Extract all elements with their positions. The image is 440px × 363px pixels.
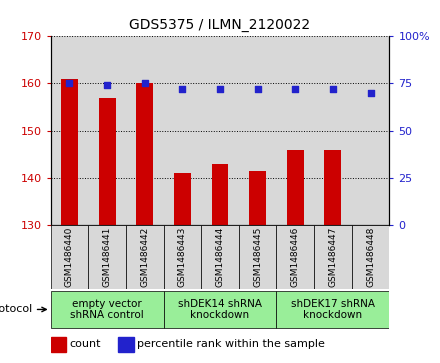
Text: GSM1486444: GSM1486444 <box>216 227 224 287</box>
Bar <box>239 225 276 289</box>
Bar <box>276 291 389 328</box>
Bar <box>249 171 266 225</box>
Bar <box>61 79 78 225</box>
Bar <box>126 225 164 289</box>
Bar <box>174 173 191 225</box>
Bar <box>126 36 164 225</box>
Bar <box>201 36 239 225</box>
Bar <box>51 225 88 289</box>
Bar <box>51 291 164 328</box>
Text: GSM1486445: GSM1486445 <box>253 227 262 287</box>
Bar <box>287 150 304 225</box>
Bar <box>276 225 314 289</box>
Bar <box>51 36 88 225</box>
Text: percentile rank within the sample: percentile rank within the sample <box>137 339 325 349</box>
Point <box>179 86 186 92</box>
Text: GSM1486447: GSM1486447 <box>328 227 337 287</box>
Point <box>367 90 374 96</box>
Bar <box>212 164 228 225</box>
Point <box>254 86 261 92</box>
Bar <box>164 225 201 289</box>
Text: empty vector
shRNA control: empty vector shRNA control <box>70 299 144 320</box>
Bar <box>239 36 276 225</box>
Point <box>292 86 299 92</box>
Point <box>141 81 148 86</box>
Bar <box>88 36 126 225</box>
Text: count: count <box>69 339 101 349</box>
Bar <box>118 337 134 351</box>
Text: GSM1486448: GSM1486448 <box>366 227 375 287</box>
Text: GSM1486446: GSM1486446 <box>291 227 300 287</box>
Point <box>330 86 337 92</box>
Text: shDEK17 shRNA
knockdown: shDEK17 shRNA knockdown <box>291 299 375 320</box>
Bar <box>51 337 66 351</box>
Bar <box>164 291 276 328</box>
Bar <box>324 150 341 225</box>
Point <box>66 81 73 86</box>
Bar <box>88 225 126 289</box>
Bar <box>314 36 352 225</box>
Bar <box>352 36 389 225</box>
Bar <box>99 98 116 225</box>
Bar <box>164 36 201 225</box>
Point <box>216 86 224 92</box>
Text: GSM1486443: GSM1486443 <box>178 227 187 287</box>
Bar <box>276 36 314 225</box>
Text: GSM1486441: GSM1486441 <box>103 227 112 287</box>
Bar <box>136 83 153 225</box>
Text: GSM1486442: GSM1486442 <box>140 227 149 287</box>
Bar <box>201 225 239 289</box>
Point <box>103 82 110 88</box>
Title: GDS5375 / ILMN_2120022: GDS5375 / ILMN_2120022 <box>129 19 311 33</box>
Bar <box>314 225 352 289</box>
Text: shDEK14 shRNA
knockdown: shDEK14 shRNA knockdown <box>178 299 262 320</box>
Bar <box>352 225 389 289</box>
Text: GSM1486440: GSM1486440 <box>65 227 74 287</box>
Text: protocol: protocol <box>0 305 46 314</box>
